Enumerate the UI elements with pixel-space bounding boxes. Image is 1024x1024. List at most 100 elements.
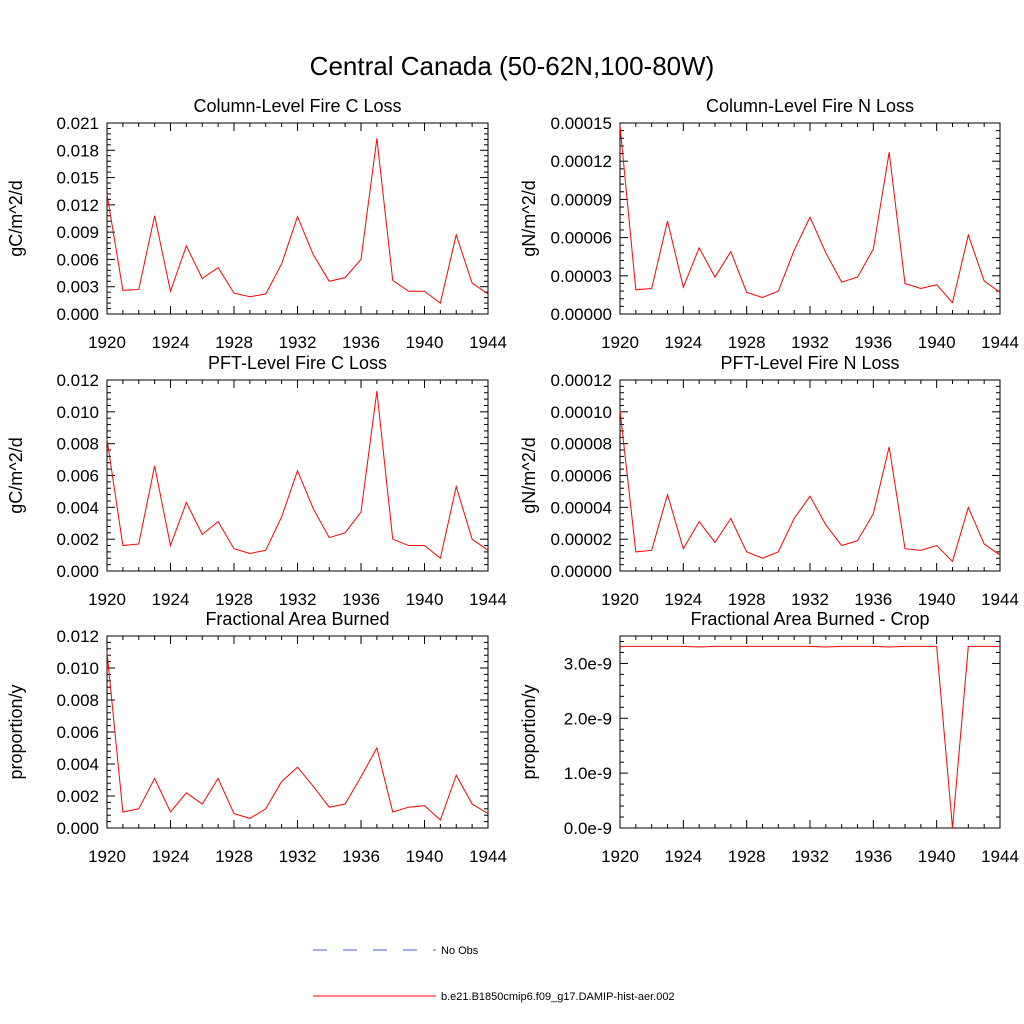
legend-label-no-obs: No Obs [441,945,479,957]
y-axis-label: gN/m^2/d [519,180,539,256]
y-axis-label: proportion/y [519,684,539,779]
y-axis-label: gC/m^2/d [6,437,26,513]
series-line [106,138,489,304]
x-tick-label: 1932 [279,333,317,352]
y-tick-label: 0.002 [56,787,99,806]
y-tick-label: 0.00002 [551,530,612,549]
x-tick-label: 1944 [981,590,1019,609]
x-tick-label: 1944 [469,333,507,352]
panel-title: Column-Level Fire C Loss [193,96,401,116]
x-tick-label: 1924 [664,333,702,352]
y-tick-label: 0.00000 [551,562,612,581]
x-tick-label: 1928 [215,847,253,866]
x-tick-label: 1932 [791,847,829,866]
y-tick-label: 0.010 [56,659,99,678]
chart-panel-5: Fractional Area Burned proportion/y 1920 19… [6,609,507,866]
y-axis-label: gC/m^2/d [6,180,26,256]
y-tick-label: 0.012 [56,196,99,215]
series-line [619,410,1001,563]
y-tick-label: 0.00008 [551,435,612,454]
x-tick-label: 1928 [728,847,766,866]
y-tick-label: 0.00003 [551,267,612,286]
panel-title: PFT-Level Fire N Loss [720,353,899,373]
y-tick-label: 0.00010 [551,403,612,422]
y-tick-label: 0.010 [56,403,99,422]
x-tick-label: 1932 [791,590,829,609]
x-tick-label: 1920 [601,333,639,352]
x-tick-label: 1928 [215,590,253,609]
y-axis-label: proportion/y [6,684,26,779]
x-tick-label: 1932 [279,590,317,609]
x-tick-label: 1920 [601,590,639,609]
y-tick-label: 0.00006 [551,229,612,248]
y-tick-label: 0.00000 [551,305,612,324]
y-tick-label: 0.000 [56,819,99,838]
y-tick-label: 0.004 [56,498,99,517]
y-tick-label: 0.00004 [551,498,612,517]
y-tick-label: 0.000 [56,305,99,324]
y-tick-label: 0.00012 [551,371,612,390]
y-tick-label: 0.006 [56,250,99,269]
x-tick-label: 1940 [406,590,444,609]
y-tick-label: 0.018 [56,141,99,160]
y-tick-label: 0.003 [56,278,99,297]
x-tick-label: 1936 [342,333,380,352]
x-tick-label: 1924 [152,847,190,866]
x-tick-label: 1920 [88,333,126,352]
panel-title: PFT-Level Fire C Loss [208,353,387,373]
x-tick-label: 1924 [664,590,702,609]
y-tick-label: 0.008 [56,691,99,710]
plot-frame [106,379,489,572]
y-tick-label: 0.008 [56,435,99,454]
y-tick-label: 0.002 [56,530,99,549]
y-tick-label: 0.006 [56,467,99,486]
x-tick-label: 1924 [152,590,190,609]
y-tick-label: 0.00015 [551,114,612,133]
x-tick-label: 1920 [601,847,639,866]
chart-panel-6: Fractional Area Burned - Crop proportion/… [519,609,1019,866]
x-tick-label: 1936 [342,847,380,866]
y-tick-label: 0.021 [56,114,99,133]
legend: No Obs b.e21.B1850cmip6.f09_g17.DAMIP-hi… [313,945,675,1003]
y-tick-label: 2.0e-9 [564,709,612,728]
plot-frame [106,122,489,315]
x-tick-label: 1928 [728,333,766,352]
y-tick-label: 0.00006 [551,467,612,486]
y-tick-label: 0.012 [56,371,99,390]
x-tick-label: 1936 [854,590,892,609]
panel-title: Column-Level Fire N Loss [706,96,914,116]
x-tick-label: 1924 [152,333,190,352]
chart-panel-4: PFT-Level Fire N Loss gN/m^2/d 1920 1924 192… [519,353,1019,609]
x-tick-label: 1940 [918,847,956,866]
x-tick-label: 1924 [664,847,702,866]
y-tick-label: 0.009 [56,223,99,242]
x-tick-label: 1936 [854,333,892,352]
x-tick-label: 1940 [406,847,444,866]
x-tick-label: 1928 [728,590,766,609]
x-tick-label: 1928 [215,333,253,352]
y-tick-label: 0.015 [56,169,99,188]
y-axis-label: gN/m^2/d [519,437,539,513]
plot-frame [619,635,1001,829]
x-tick-label: 1944 [981,333,1019,352]
figure-title: Central Canada (50-62N,100-80W) [310,51,715,81]
panel-title: Fractional Area Burned - Crop [690,609,929,629]
panel-title: Fractional Area Burned [205,609,389,629]
x-tick-label: 1944 [469,590,507,609]
series-line [106,651,489,821]
x-tick-label: 1944 [981,847,1019,866]
x-tick-label: 1940 [918,333,956,352]
panels: Column-Level Fire C Loss gC/m^2/d 1920 1924… [6,96,1019,866]
y-tick-label: 0.004 [56,755,99,774]
x-tick-label: 1944 [469,847,507,866]
y-tick-label: 0.0e-9 [564,819,612,838]
x-tick-label: 1940 [918,590,956,609]
y-tick-label: 0.006 [56,723,99,742]
y-tick-label: 1.0e-9 [564,764,612,783]
x-tick-label: 1936 [854,847,892,866]
y-tick-label: 0.00012 [551,152,612,171]
y-tick-label: 0.012 [56,627,99,646]
x-tick-label: 1932 [791,333,829,352]
x-tick-label: 1936 [342,590,380,609]
